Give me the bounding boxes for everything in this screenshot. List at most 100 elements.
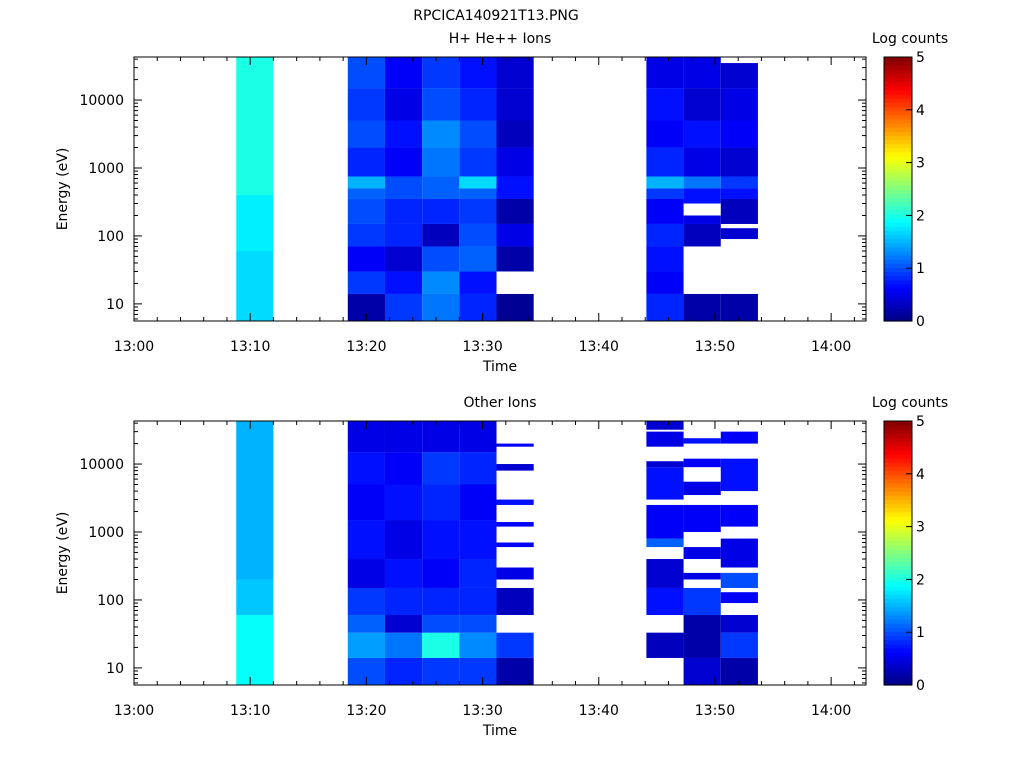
heatmap-cell: [422, 246, 460, 272]
heatmap-cell: [347, 632, 385, 658]
heatmap-cells: [236, 421, 758, 685]
colorbar-segment: [884, 123, 912, 128]
colorbar-segment: [884, 466, 912, 472]
heatmap-cell: [496, 120, 534, 148]
heatmap-cell: [683, 547, 721, 560]
colorbar-tick-label: 3: [916, 520, 925, 536]
colorbar-segment: [884, 184, 912, 190]
colorbar-segment: [884, 676, 912, 682]
heatmap-cell: [347, 88, 385, 121]
heatmap-cell: [720, 293, 758, 321]
heatmap-cell: [422, 57, 460, 89]
colorbar-segment: [884, 577, 912, 583]
colorbar-segment: [884, 139, 912, 145]
colorbar-segment: [884, 106, 912, 112]
panel-title: Other Ions: [463, 395, 536, 411]
colorbar-segment: [884, 242, 912, 248]
x-tick-label: 13:20: [346, 339, 386, 355]
heatmap-cell: [496, 587, 534, 616]
colorbar-segment: [884, 429, 912, 434]
colorbar-tick-label: 0: [916, 678, 925, 694]
heatmap-cell: [422, 452, 460, 485]
heatmap-cell: [422, 293, 460, 321]
colorbar-segment: [884, 532, 912, 538]
heatmap-cell: [422, 559, 460, 588]
heatmap-cell: [720, 592, 758, 604]
colorbar-segment: [884, 147, 912, 153]
colorbar-segment: [884, 528, 912, 533]
heatmap-cell: [646, 293, 684, 321]
heatmap-cells: [236, 57, 758, 321]
heatmap-cell: [720, 228, 758, 240]
x-tick-label: 13:40: [579, 339, 619, 355]
colorbar-segment: [884, 470, 912, 476]
colorbar-segment: [884, 164, 912, 169]
heatmap-cell: [496, 246, 534, 272]
heatmap-cell: [720, 176, 758, 189]
heatmap-cell: [384, 176, 423, 199]
colorbar-segment: [884, 631, 912, 637]
colorbar-segment: [884, 246, 912, 252]
heatmap-cell: [496, 57, 534, 89]
panel-1: 13:00 13:10 13:20 13:30 13:40 13:50 14:0010100…: [55, 31, 948, 375]
colorbar-segment: [884, 135, 912, 141]
colorbar-segment: [884, 627, 912, 632]
colorbar-segment: [884, 652, 912, 657]
figure-title: RPCICA140921T13.PNG: [413, 8, 578, 24]
colorbar-segment: [884, 90, 912, 95]
colorbar-segment: [884, 672, 912, 678]
heatmap-cell: [683, 458, 721, 468]
heatmap-cell: [459, 246, 497, 272]
colorbar-segment: [884, 433, 912, 439]
colorbar-segment: [884, 238, 912, 244]
heatmap-cell: [459, 120, 497, 148]
heatmap-cell: [683, 504, 721, 532]
heatmap-cell: [683, 572, 721, 580]
heatmap-cell: [422, 198, 460, 224]
colorbar-segment: [884, 176, 912, 182]
colorbar-segment: [884, 296, 912, 301]
colorbar-segment: [884, 189, 912, 194]
colorbar-segment: [884, 151, 912, 157]
x-tick-label: 13:10: [230, 703, 270, 719]
heatmap-cell: [496, 223, 534, 247]
colorbar-segment: [884, 279, 912, 285]
heatmap-cell: [384, 484, 423, 521]
colorbar-tick-label: 1: [916, 625, 925, 641]
heatmap-cell: [720, 615, 758, 633]
y-tick-label: 10: [106, 661, 124, 677]
colorbar-segment: [884, 267, 912, 273]
colorbar-segment: [884, 647, 912, 653]
colorbar-segment: [884, 639, 912, 645]
colorbar-segment: [884, 462, 912, 467]
colorbar-segment: [884, 263, 912, 268]
heatmap-cell: [646, 538, 684, 548]
colorbar-segment: [884, 259, 912, 264]
heatmap-cell: [683, 215, 721, 224]
heatmap-cell: [384, 587, 423, 616]
colorbar-segment: [884, 425, 912, 430]
heatmap-cell: [646, 587, 684, 616]
colorbar-segment: [884, 660, 912, 665]
colorbar-segment: [884, 606, 912, 612]
x-tick-label: 13:40: [579, 703, 619, 719]
heatmap-cell: [496, 522, 534, 527]
heatmap-cell: [683, 438, 721, 444]
colorbar-frame: [883, 420, 913, 686]
colorbar-tick-label: 1: [916, 261, 925, 277]
heatmap-cell: [459, 421, 497, 453]
colorbar-segment: [884, 127, 912, 132]
colorbar-tick-label: 5: [916, 50, 925, 66]
colorbar-segment: [884, 515, 912, 521]
heatmap-cell: [646, 120, 684, 148]
x-axis-label: Time: [482, 723, 517, 739]
panel-2: 13:00 13:10 13:20 13:30 13:40 13:50 14:0010100…: [55, 395, 948, 739]
colorbar-segment: [884, 250, 912, 256]
heatmap-cell: [347, 559, 385, 588]
heatmap-cell: [646, 504, 684, 539]
heatmap-cell: [422, 632, 460, 658]
heatmap-cell: [459, 484, 497, 521]
colorbar-segment: [884, 548, 912, 554]
colorbar-segment: [884, 540, 912, 546]
